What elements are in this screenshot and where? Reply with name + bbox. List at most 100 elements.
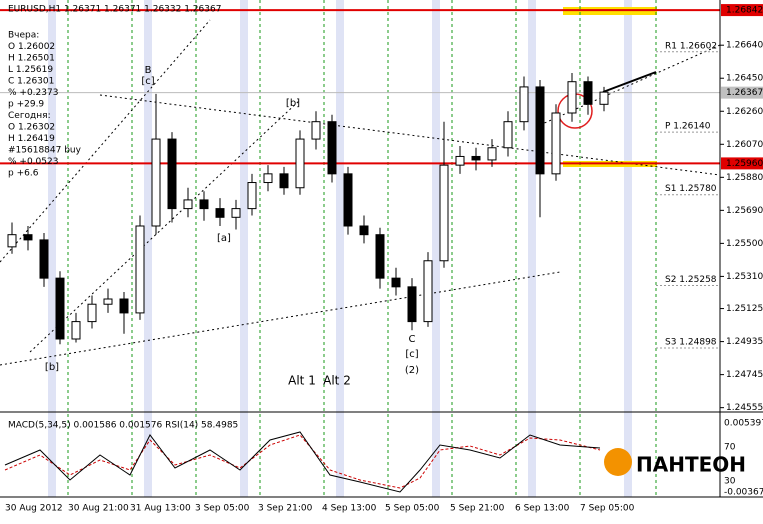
info-line: Сегодня: xyxy=(8,111,51,121)
y-tick-label: 1.25880 xyxy=(726,173,763,183)
y-tick-label: 1.25125 xyxy=(726,304,763,314)
y-tick-label: 1.24745 xyxy=(726,370,763,380)
candle-body xyxy=(167,138,177,210)
candle-body xyxy=(295,138,305,189)
x-tick-label: 3 Sep 05:00 xyxy=(195,504,250,514)
y-tick-label: 1.26640 xyxy=(726,41,763,51)
x-tick-label: 5 Sep 21:00 xyxy=(450,504,505,514)
info-line: C 1.26301 xyxy=(8,77,54,87)
indicator-axis-label: -0.003677 xyxy=(724,488,763,498)
level-label: 1.26842 xyxy=(726,6,763,16)
info-line: O 1.26302 xyxy=(8,123,55,133)
candle-body xyxy=(391,277,401,288)
candle-body xyxy=(231,208,241,218)
current-price-box xyxy=(721,86,763,99)
wave-label: [b] xyxy=(286,98,300,109)
candle-body xyxy=(55,277,65,340)
y-tick-label: 1.25310 xyxy=(726,272,763,282)
y-tick-label: 1.25500 xyxy=(726,239,763,249)
y-tick-label: 1.26260 xyxy=(726,107,763,117)
candle-body xyxy=(567,81,577,114)
info-line: % +0.0523 xyxy=(8,157,58,167)
candle-body xyxy=(327,121,337,175)
candle-body xyxy=(39,239,49,279)
indicator-title: MACD(5,34,5) 0.001586 0.001576 RSI(14) 5… xyxy=(8,421,238,431)
candle-body xyxy=(247,182,257,210)
candle-body xyxy=(599,91,609,105)
pivot-label: S3 1.24898 xyxy=(665,338,717,348)
candle-body xyxy=(119,298,129,314)
logo-text: ПАНТЕОН xyxy=(636,453,746,477)
y-tick-label: 1.26450 xyxy=(726,74,763,84)
candle-body xyxy=(519,86,529,123)
wave-label: (2) xyxy=(405,365,419,376)
wave-label: [b] xyxy=(45,362,59,373)
candle-body xyxy=(503,121,513,149)
trend-lines xyxy=(0,19,721,366)
candle-body xyxy=(87,303,97,323)
wave-label: [a] xyxy=(217,233,231,244)
candle-body xyxy=(311,121,321,140)
session-bands xyxy=(48,0,632,497)
candle-body xyxy=(359,225,369,236)
indicator-axis-label: 70 xyxy=(724,443,736,453)
wave-label: Alt 2 xyxy=(323,374,351,388)
info-line: % +0.2373 xyxy=(8,88,58,98)
candle-body xyxy=(103,298,113,305)
candle-body xyxy=(583,81,593,105)
x-tick-label: 5 Sep 05:00 xyxy=(385,504,440,514)
pivot-label: S1 1.25780 xyxy=(665,184,717,194)
projection-line xyxy=(602,71,657,93)
y-tick-label: 1.24935 xyxy=(726,337,763,347)
candle-body xyxy=(151,138,161,227)
x-tick-label: 6 Sep 13:00 xyxy=(515,504,570,514)
candle-body xyxy=(23,234,33,241)
info-line: p +6.6 xyxy=(8,169,39,179)
info-line: Вчера: xyxy=(8,31,39,41)
x-tick-label: 31 Aug 13:00 xyxy=(130,504,191,514)
wave-label: [c] xyxy=(405,349,418,360)
candle-body xyxy=(471,155,481,161)
candle-body xyxy=(407,286,417,323)
candle-body xyxy=(551,112,561,175)
current-price-label: 1.26367 xyxy=(726,88,763,98)
pivot-label: P 1.26140 xyxy=(665,122,711,132)
candle-body xyxy=(199,199,209,210)
chart-title: EURUSD,H1 1.26371 1.26371 1.26332 1.2636… xyxy=(8,5,221,15)
y-tick-label: 1.26070 xyxy=(726,140,763,150)
candle-body xyxy=(263,173,273,184)
vertical-grid xyxy=(67,0,657,497)
candle-body xyxy=(71,321,81,340)
pivot-label: R1 1.26602 xyxy=(665,41,717,51)
level-box xyxy=(721,157,763,170)
candle-body xyxy=(135,225,145,314)
candle-body xyxy=(279,173,289,189)
pivot-label: S2 1.25258 xyxy=(665,275,717,285)
info-line: p +29.9 xyxy=(8,100,44,110)
candle-body xyxy=(423,260,433,323)
info-line: #15618847 buy xyxy=(8,146,82,156)
logo: ПАНТЕОН xyxy=(604,448,746,477)
indicator-axis-label: 0.005397 xyxy=(724,419,763,429)
wave-label: B xyxy=(145,65,152,76)
wave-label: [c] xyxy=(141,76,154,87)
x-tick-label: 4 Sep 13:00 xyxy=(322,504,377,514)
x-tick-label: 3 Sep 21:00 xyxy=(258,504,313,514)
x-tick-label: 7 Sep 05:00 xyxy=(580,504,635,514)
info-line: H 1.26419 xyxy=(8,134,55,144)
indicator-lines xyxy=(4,431,601,493)
candle-body xyxy=(455,155,465,166)
candle-body xyxy=(487,147,497,161)
info-line: O 1.26002 xyxy=(8,42,55,52)
candle-body xyxy=(343,173,353,227)
candle-body xyxy=(439,164,449,262)
info-line: L 1.25619 xyxy=(8,65,53,75)
level-box xyxy=(721,4,763,17)
candle-body xyxy=(183,199,193,210)
candle-body xyxy=(215,208,225,218)
y-tick-label: 1.25690 xyxy=(726,206,763,216)
candle-body xyxy=(535,86,545,175)
candle-body xyxy=(375,234,385,279)
